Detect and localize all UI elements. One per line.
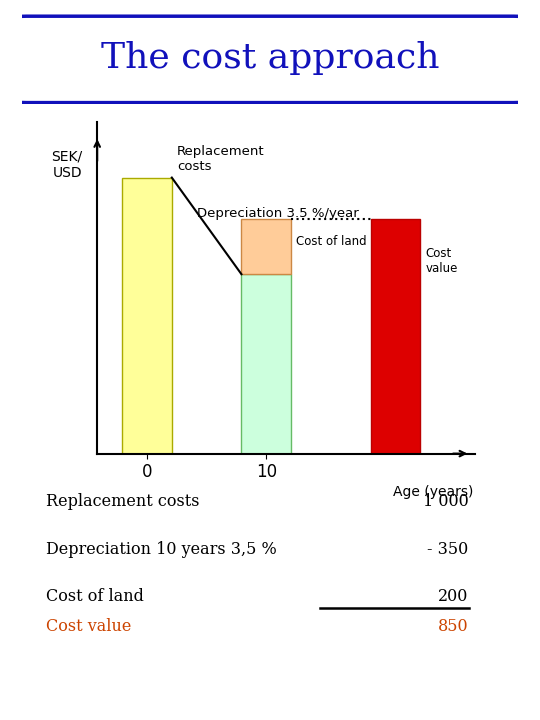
Text: Replacement costs: Replacement costs xyxy=(46,493,200,510)
Text: Age (years): Age (years) xyxy=(393,485,473,500)
Text: 200: 200 xyxy=(438,588,469,606)
Bar xyxy=(241,219,291,274)
Text: Cost value: Cost value xyxy=(46,618,132,636)
Text: 850: 850 xyxy=(438,618,469,636)
Text: Depreciation 10 years 3,5 %: Depreciation 10 years 3,5 % xyxy=(46,541,277,558)
Bar xyxy=(241,274,291,454)
Text: Cost of land: Cost of land xyxy=(46,588,144,606)
Bar xyxy=(122,178,172,454)
Text: The cost approach: The cost approach xyxy=(101,40,439,75)
Text: Cost of land: Cost of land xyxy=(296,235,367,248)
Text: Depreciation 3.5 %/year: Depreciation 3.5 %/year xyxy=(197,207,359,220)
Text: Replacement
costs: Replacement costs xyxy=(177,145,265,174)
Text: - 350: - 350 xyxy=(428,541,469,558)
Text: SEK/
USD: SEK/ USD xyxy=(51,150,82,180)
Text: Cost
value: Cost value xyxy=(426,247,458,275)
FancyBboxPatch shape xyxy=(12,16,528,102)
Text: 1 000: 1 000 xyxy=(423,493,469,510)
Bar xyxy=(371,219,421,454)
